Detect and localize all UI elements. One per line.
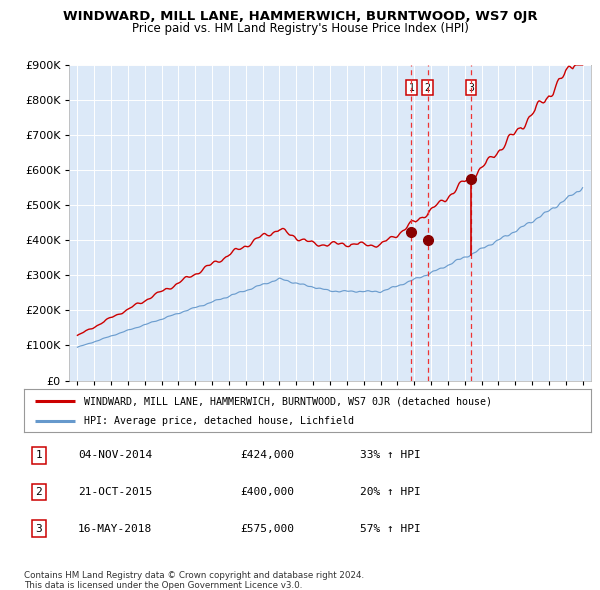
Text: 04-NOV-2014: 04-NOV-2014 <box>78 451 152 460</box>
Text: 1: 1 <box>409 83 415 93</box>
Text: 3: 3 <box>468 83 474 93</box>
Text: £424,000: £424,000 <box>240 451 294 460</box>
Text: Price paid vs. HM Land Registry's House Price Index (HPI): Price paid vs. HM Land Registry's House … <box>131 22 469 35</box>
Text: WINDWARD, MILL LANE, HAMMERWICH, BURNTWOOD, WS7 0JR: WINDWARD, MILL LANE, HAMMERWICH, BURNTWO… <box>62 10 538 23</box>
Text: HPI: Average price, detached house, Lichfield: HPI: Average price, detached house, Lich… <box>83 416 353 426</box>
Text: 1: 1 <box>35 451 43 460</box>
Text: WINDWARD, MILL LANE, HAMMERWICH, BURNTWOOD, WS7 0JR (detached house): WINDWARD, MILL LANE, HAMMERWICH, BURNTWO… <box>83 396 491 406</box>
Text: This data is licensed under the Open Government Licence v3.0.: This data is licensed under the Open Gov… <box>24 581 302 590</box>
Text: £575,000: £575,000 <box>240 524 294 533</box>
Text: Contains HM Land Registry data © Crown copyright and database right 2024.: Contains HM Land Registry data © Crown c… <box>24 571 364 579</box>
Text: £400,000: £400,000 <box>240 487 294 497</box>
Text: 33% ↑ HPI: 33% ↑ HPI <box>360 451 421 460</box>
Text: 2: 2 <box>425 83 431 93</box>
Text: 16-MAY-2018: 16-MAY-2018 <box>78 524 152 533</box>
Text: 2: 2 <box>35 487 43 497</box>
Text: 21-OCT-2015: 21-OCT-2015 <box>78 487 152 497</box>
Text: 57% ↑ HPI: 57% ↑ HPI <box>360 524 421 533</box>
Text: 3: 3 <box>35 524 43 533</box>
Text: 20% ↑ HPI: 20% ↑ HPI <box>360 487 421 497</box>
